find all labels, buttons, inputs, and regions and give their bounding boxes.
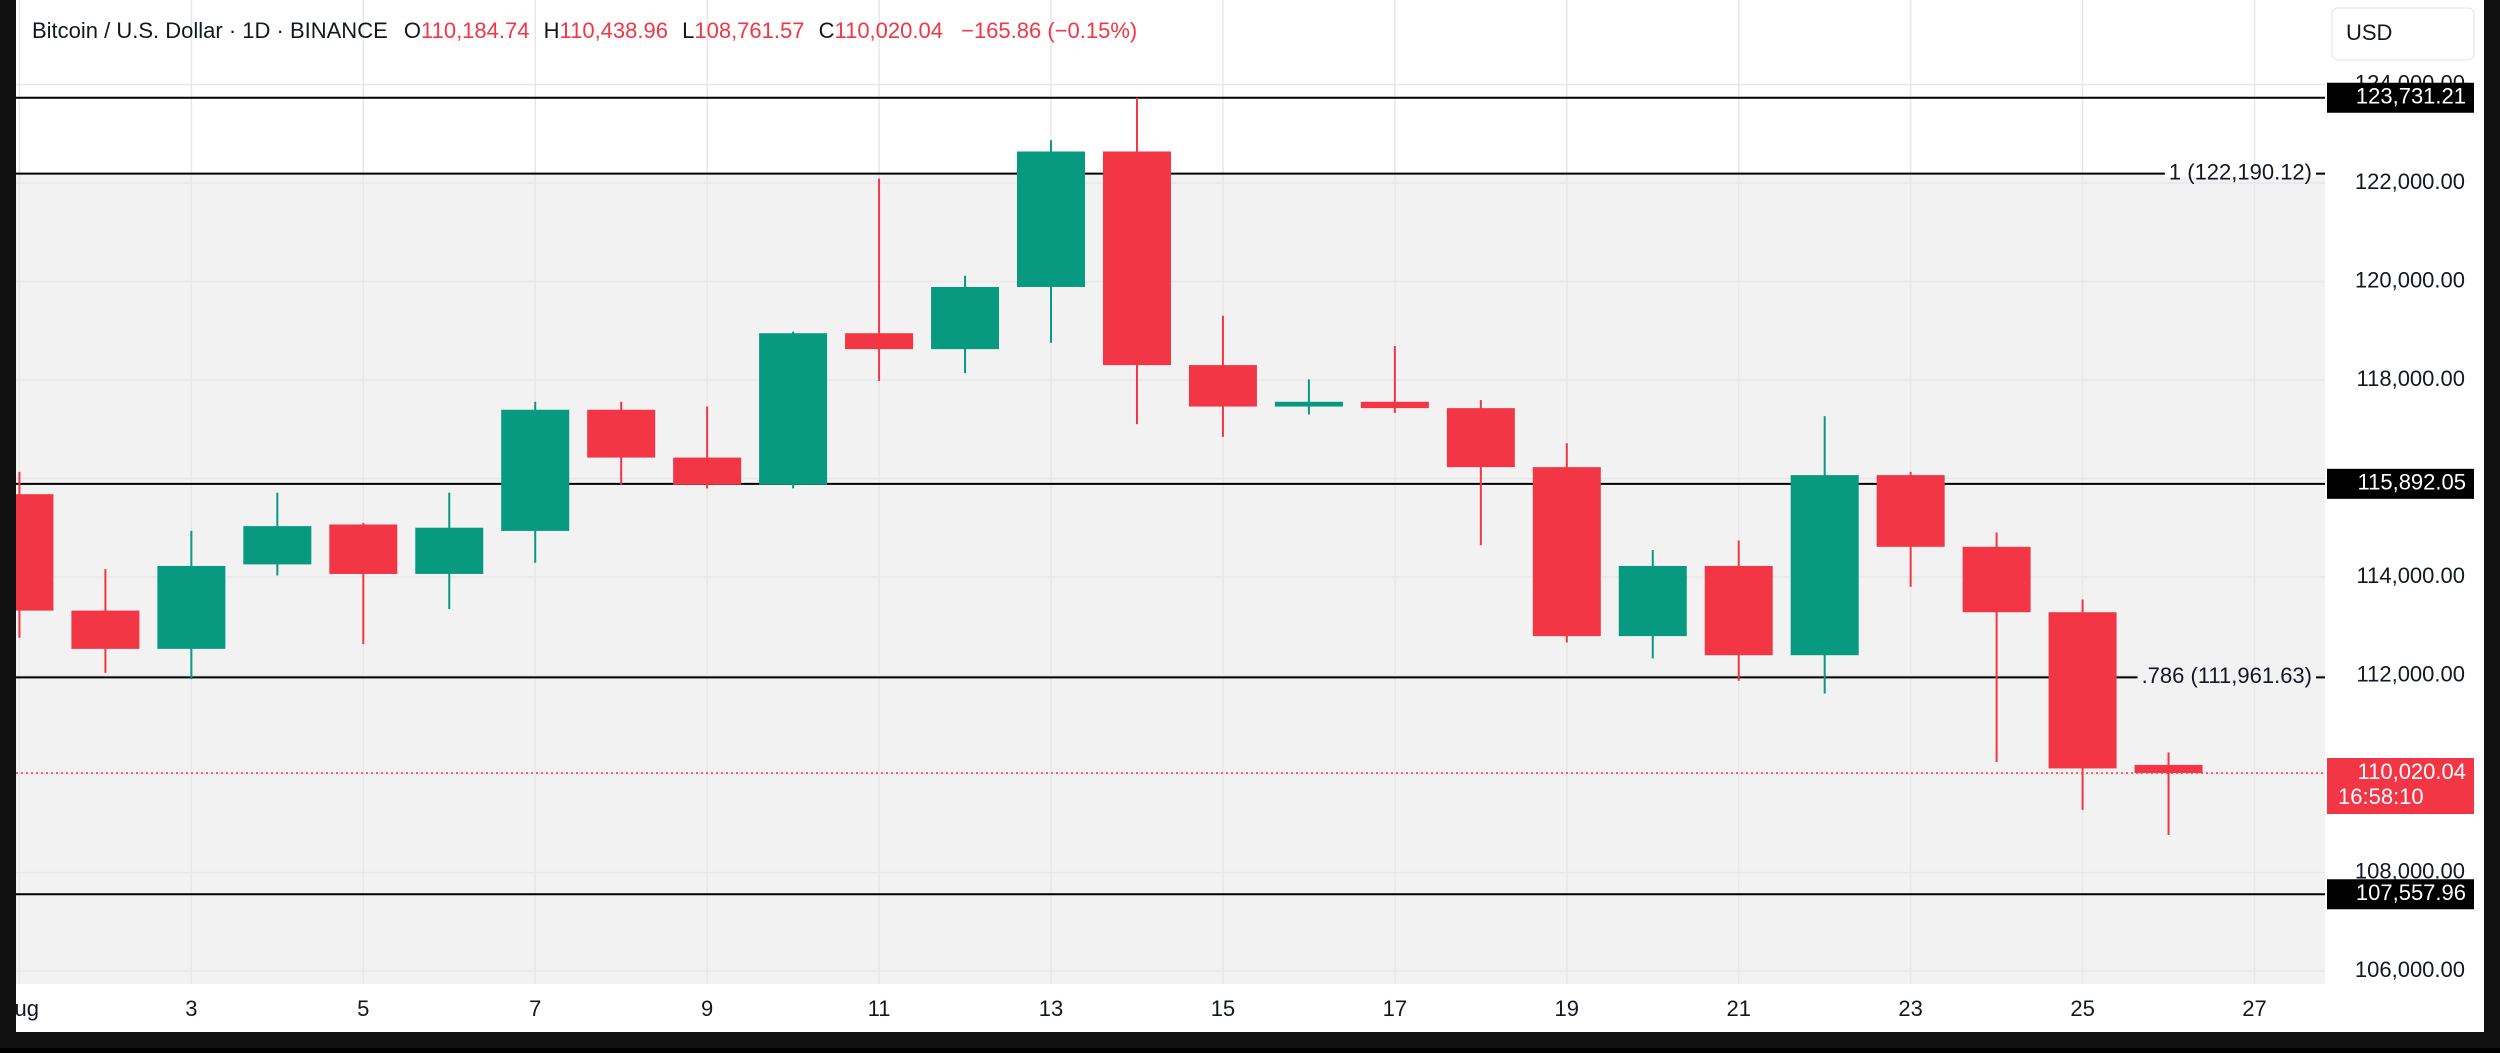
candle-body bbox=[71, 610, 140, 649]
currency-button[interactable] bbox=[2331, 7, 2475, 61]
candle-body bbox=[2048, 612, 2117, 769]
level-box bbox=[2327, 879, 2474, 910]
x-tick-label: 23 bbox=[1898, 996, 1922, 1021]
y-tick-label: 122,000.00 bbox=[2355, 169, 2465, 194]
l-value: 108,761.57 bbox=[694, 18, 804, 43]
current-price-label: 110,020.04 bbox=[2358, 759, 2466, 784]
frame-right bbox=[2484, 0, 2500, 1048]
candle-body bbox=[1618, 565, 1687, 637]
candle-body bbox=[1274, 401, 1343, 407]
o-label: O bbox=[404, 18, 421, 43]
x-tick-label: 3 bbox=[185, 996, 197, 1021]
change: −165.86 (−0.15%) bbox=[961, 18, 1137, 43]
x-tick-label: 21 bbox=[1726, 996, 1750, 1021]
symbol: Bitcoin / U.S. Dollar · 1D · BINANCE bbox=[32, 18, 388, 43]
candle-body bbox=[1532, 467, 1601, 637]
candle-body bbox=[415, 527, 484, 574]
candle-body bbox=[2134, 764, 2203, 774]
candle-body bbox=[501, 409, 570, 531]
plot-area: 1 (122,190.12) .786 (111,961.63) bbox=[0, 0, 2325, 984]
y-tick-label: 106,000.00 bbox=[2355, 957, 2465, 982]
legend-header: Bitcoin / U.S. Dollar · 1D · BINANCE O11… bbox=[32, 18, 1137, 43]
level-label-bg bbox=[2137, 674, 2316, 681]
level-label: 107,557.96 bbox=[2356, 880, 2466, 905]
y-tick-label: 120,000.00 bbox=[2355, 267, 2465, 292]
x-tick-label: 11 bbox=[868, 996, 891, 1021]
candle-body bbox=[1102, 151, 1171, 366]
x-tick-label: 13 bbox=[1039, 996, 1063, 1021]
level-label-bg bbox=[2164, 170, 2316, 177]
level-label: 115,892.05 bbox=[2358, 470, 2466, 495]
o-value: 110,184.74 bbox=[421, 18, 529, 43]
frame-bottom bbox=[0, 1032, 2500, 1048]
y-tick-label: 118,000.00 bbox=[2357, 366, 2465, 391]
y-tick-label: 112,000.00 bbox=[2357, 661, 2465, 686]
candle-body bbox=[243, 526, 312, 565]
h-label: H bbox=[544, 18, 560, 43]
candle-body bbox=[673, 457, 742, 485]
c-value: 110,020.04 bbox=[834, 18, 942, 43]
candle-body bbox=[1446, 408, 1515, 468]
x-tick-label: 19 bbox=[1555, 996, 1579, 1021]
level-box bbox=[2327, 82, 2474, 113]
candle-body bbox=[587, 409, 656, 458]
candle-body bbox=[1876, 475, 1945, 547]
x-tick-label: 5 bbox=[357, 996, 369, 1021]
c-label: C bbox=[819, 18, 835, 43]
level-box bbox=[2327, 468, 2474, 499]
y-tick-label: 114,000.00 bbox=[2357, 563, 2465, 588]
x-tick-label: 15 bbox=[1211, 996, 1235, 1021]
current-price-box bbox=[2327, 758, 2474, 815]
level-label: .786 (111,961.63) bbox=[2142, 663, 2312, 688]
x-tick-label: 25 bbox=[2070, 996, 2094, 1021]
candle-body bbox=[1188, 365, 1257, 407]
candle-body bbox=[759, 333, 828, 485]
countdown: 16:58:10 bbox=[2338, 784, 2424, 809]
candle-body bbox=[1017, 151, 1086, 287]
candle-body bbox=[329, 524, 398, 574]
candle-body bbox=[931, 286, 1000, 350]
x-tick-label: 7 bbox=[529, 996, 541, 1021]
level-label: 123,731.21 bbox=[2356, 84, 2466, 109]
candle-body bbox=[1790, 475, 1859, 656]
y-tick-label: 108,000.00 bbox=[2355, 858, 2465, 883]
currency: USD bbox=[2346, 20, 2392, 45]
h-value: 110,438.96 bbox=[560, 18, 668, 43]
price-axis: 106,000.00108,000.00110,000.00112,000.00… bbox=[0, 70, 2474, 1021]
candle-body bbox=[845, 333, 914, 350]
candle-body bbox=[1962, 546, 2031, 613]
x-tick-label: 17 bbox=[1383, 996, 1407, 1021]
frame-left bbox=[0, 0, 16, 1048]
candle-body bbox=[1360, 401, 1429, 409]
candle-body bbox=[1704, 565, 1773, 656]
x-tick-label: 27 bbox=[2242, 996, 2266, 1021]
l-label: L bbox=[682, 18, 694, 43]
candle-body bbox=[157, 565, 226, 649]
x-tick-label: 9 bbox=[701, 996, 713, 1021]
level-label: 1 (122,190.12) bbox=[2169, 159, 2312, 184]
